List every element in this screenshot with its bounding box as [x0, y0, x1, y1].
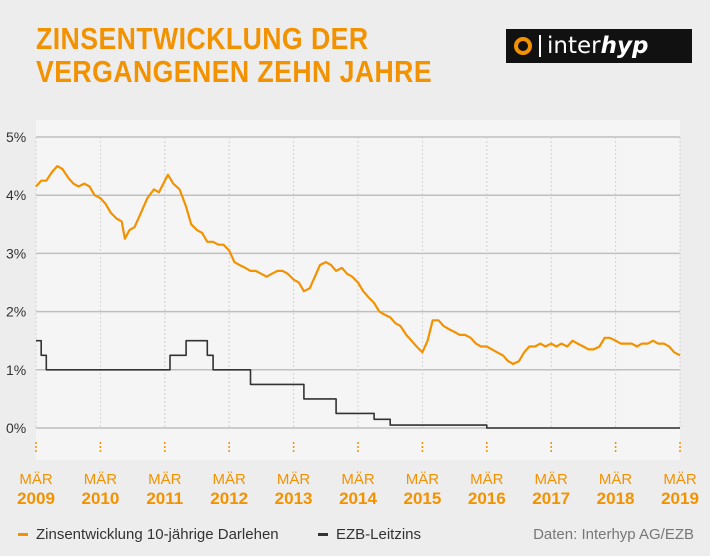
x-tick-year: 2016	[468, 489, 506, 508]
x-tick-year: 2015	[403, 489, 441, 508]
x-tick-year: 2012	[210, 489, 248, 508]
y-axis-ticks: 0% 1% 2% 3% 4% 5%	[6, 129, 26, 436]
y-tick-label: 1%	[6, 362, 26, 378]
x-tick-year: 2014	[339, 489, 377, 508]
title-line-1: ZINSENTWICKLUNG DER	[36, 21, 369, 56]
x-tick-month: MÄR	[84, 471, 118, 488]
x-tick-year: 2011	[146, 489, 183, 508]
x-tick-year: 2017	[532, 489, 570, 508]
legend-swatch-mortgage	[18, 533, 28, 536]
series-layer	[35, 165, 681, 429]
legend-swatch-ecb	[318, 533, 328, 536]
x-tick-month: MÄR	[148, 471, 182, 488]
legend-label-ecb: EZB-Leitzins	[336, 526, 422, 543]
title-line-2: VERGANGENEN ZEHN JAHRE	[36, 54, 433, 89]
y-tick-label: 0%	[6, 420, 26, 436]
x-tick-year: 2013	[275, 489, 313, 508]
y-tick-label: 2%	[6, 304, 26, 320]
grid-layer	[35, 136, 681, 429]
legend-item-mortgage: Zinsentwicklung 10-jährige Darlehen	[18, 526, 279, 543]
x-tick-month: MÄR	[406, 471, 440, 488]
x-tick-month: MÄR	[19, 471, 53, 488]
x-tick-year: 2019	[661, 489, 699, 508]
x-tick-month: MÄR	[663, 471, 697, 488]
x-tick-year: 2018	[597, 489, 635, 508]
series-line-ecb	[36, 339, 680, 429]
x-tick-month: MÄR	[213, 471, 247, 488]
series-line-mortgage	[35, 165, 681, 366]
y-tick-label: 5%	[6, 129, 26, 145]
x-tick-month: MÄR	[470, 471, 504, 488]
logo-text: interhyp	[547, 33, 649, 59]
interhyp-logo: interhyp	[506, 29, 692, 63]
data-source: Daten: Interhyp AG/EZB	[533, 526, 694, 543]
y-tick-label: 3%	[6, 245, 26, 261]
logo-divider	[539, 35, 541, 57]
legend-item-ecb: EZB-Leitzins	[318, 526, 421, 543]
x-tick-month: MÄR	[277, 471, 311, 488]
x-axis-ticks: MÄR2009MÄR2010MÄR2011MÄR2012MÄR2013MÄR20…	[17, 442, 699, 508]
x-tick-month: MÄR	[535, 471, 569, 488]
x-tick-year: 2009	[17, 489, 55, 508]
x-tick-year: 2010	[81, 489, 119, 508]
chart-title: ZINSENTWICKLUNG DER VERGANGENEN ZEHN JAH…	[36, 22, 432, 88]
logo-ring-icon	[514, 37, 532, 55]
x-tick-month: MÄR	[599, 471, 633, 488]
legend-label-mortgage: Zinsentwicklung 10-jährige Darlehen	[36, 526, 279, 543]
x-tick-month: MÄR	[341, 471, 375, 488]
y-tick-label: 4%	[6, 187, 26, 203]
